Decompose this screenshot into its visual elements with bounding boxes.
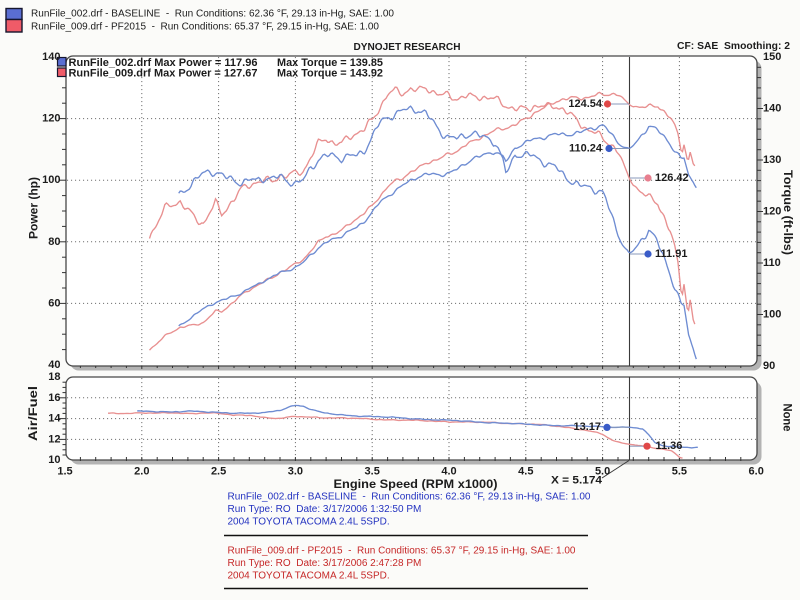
svg-text:6.0: 6.0 — [749, 466, 764, 478]
svg-text:16: 16 — [48, 392, 60, 404]
svg-text:12: 12 — [48, 433, 60, 445]
svg-text:RunFile_009.drf - PF2015 - R: RunFile_009.drf - PF2015 - Run Condition… — [31, 22, 379, 33]
svg-text:2004 TOYOTA TACOMA 2.4L 5SPD.: 2004 TOYOTA TACOMA 2.4L 5SPD. — [228, 571, 390, 582]
svg-text:2.0: 2.0 — [134, 466, 149, 478]
svg-text:110.24: 110.24 — [569, 143, 603, 155]
svg-text:3.5: 3.5 — [365, 466, 380, 478]
svg-text:150: 150 — [763, 51, 781, 63]
svg-text:Max Torque = 139.85: Max Torque = 139.85 — [277, 57, 383, 69]
svg-text:14: 14 — [48, 413, 61, 425]
svg-text:5.5: 5.5 — [672, 466, 687, 478]
svg-text:111.91: 111.91 — [655, 248, 687, 260]
svg-text:RunFile_002.drf - BASELINE -: RunFile_002.drf - BASELINE - Run Conditi… — [31, 9, 394, 20]
svg-text:4.5: 4.5 — [518, 466, 533, 478]
svg-text:Torque (ft-lbs): Torque (ft-lbs) — [781, 170, 795, 255]
svg-text:60: 60 — [48, 297, 60, 309]
svg-text:40: 40 — [48, 359, 60, 371]
svg-text:Run Type: RO Date: 3/17/2006: Run Type: RO Date: 3/17/2006 1:32:50 PM — [228, 504, 422, 515]
svg-text:2004 TOYOTA TACOMA 2.4L 5SPD.: 2004 TOYOTA TACOMA 2.4L 5SPD. — [228, 517, 390, 528]
svg-text:RunFile_002.drf - BASELINE -: RunFile_002.drf - BASELINE - Run Conditi… — [228, 492, 591, 503]
svg-text:4.0: 4.0 — [441, 466, 456, 478]
svg-text:1.5: 1.5 — [57, 466, 72, 478]
svg-text:3.0: 3.0 — [288, 466, 303, 478]
svg-text:5.0: 5.0 — [595, 466, 610, 478]
svg-text:90: 90 — [763, 360, 775, 372]
svg-text:RunFile_009.drf - PF2015 - R: RunFile_009.drf - PF2015 - Run Condition… — [228, 546, 576, 557]
svg-text:13.17: 13.17 — [573, 421, 601, 433]
svg-text:RunFile_009.drf Max Power = 12: RunFile_009.drf Max Power = 127.67 — [69, 67, 258, 79]
svg-text:110: 110 — [763, 257, 781, 269]
svg-text:Air/Fuel: Air/Fuel — [26, 386, 40, 441]
svg-text:CF: SAE Smoothing: 2: CF: SAE Smoothing: 2 — [677, 40, 790, 52]
svg-text:124.54: 124.54 — [568, 98, 603, 110]
svg-text:Power (hp): Power (hp) — [27, 177, 41, 239]
svg-text:Engine Speed (RPM x1000): Engine Speed (RPM x1000) — [334, 477, 498, 491]
svg-text:Max Torque = 143.92: Max Torque = 143.92 — [277, 67, 383, 79]
svg-text:100: 100 — [42, 174, 60, 186]
svg-text:126.42: 126.42 — [655, 172, 689, 184]
svg-text:11.36: 11.36 — [656, 440, 683, 452]
svg-text:X = 5.174: X = 5.174 — [551, 475, 603, 487]
svg-text:DYNOJET RESEARCH: DYNOJET RESEARCH — [354, 41, 461, 53]
svg-text:120: 120 — [763, 206, 781, 218]
svg-text:Run Type: RO Date: 3/17/2006: Run Type: RO Date: 3/17/2006 2:47:28 PM — [228, 558, 422, 569]
svg-text:2.5: 2.5 — [211, 466, 226, 478]
svg-text:None: None — [781, 404, 795, 432]
svg-text:18: 18 — [48, 371, 60, 383]
svg-text:140: 140 — [763, 103, 781, 115]
svg-text:100: 100 — [763, 309, 781, 321]
svg-text:80: 80 — [48, 236, 60, 248]
svg-text:10: 10 — [48, 454, 60, 466]
svg-text:120: 120 — [42, 113, 60, 125]
svg-text:140: 140 — [42, 51, 60, 63]
svg-text:130: 130 — [763, 154, 781, 166]
svg-text:RunFile_002.drf Max Power = 11: RunFile_002.drf Max Power = 117.96 — [69, 57, 258, 69]
